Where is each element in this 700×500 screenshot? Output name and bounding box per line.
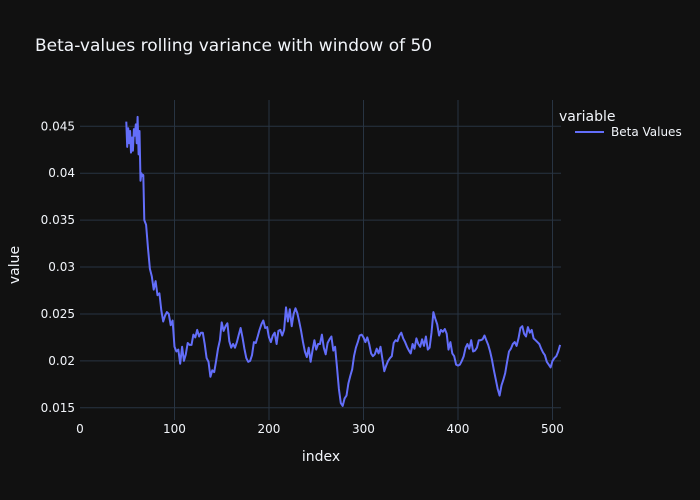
y-tick-label: 0.045 [41,119,75,133]
y-axis-label: value [7,246,23,284]
chart-title: Beta-values rolling variance with window… [35,36,432,56]
x-tick-label: 400 [447,422,470,436]
legend-label: Beta Values [611,125,682,139]
x-tick-label: 300 [352,422,375,436]
grid-layer [80,100,561,420]
x-tick-label: 0 [76,422,84,436]
x-tick-label: 200 [258,422,281,436]
series-layer [125,115,562,407]
y-tick-label: 0.025 [41,307,75,321]
y-tick-label: 0.015 [41,401,75,415]
y-tick-label: 0.035 [41,213,75,227]
x-axis-label: index [302,449,340,465]
series-line-beta-values[interactable] [125,115,562,407]
y-tick-label: 0.04 [48,166,75,180]
legend-title: variable [559,109,615,125]
x-tick-label: 100 [163,422,186,436]
legend: variable Beta Values [559,109,682,139]
x-tick-label: 500 [541,422,564,436]
tick-layer: 0 100 200 300 400 500 0.015 0.02 0.025 0.03 0.035 0… [41,119,564,436]
legend-item-beta-values[interactable]: Beta Values [575,125,682,139]
y-tick-label: 0.02 [48,354,75,368]
y-tick-label: 0.03 [48,260,75,274]
